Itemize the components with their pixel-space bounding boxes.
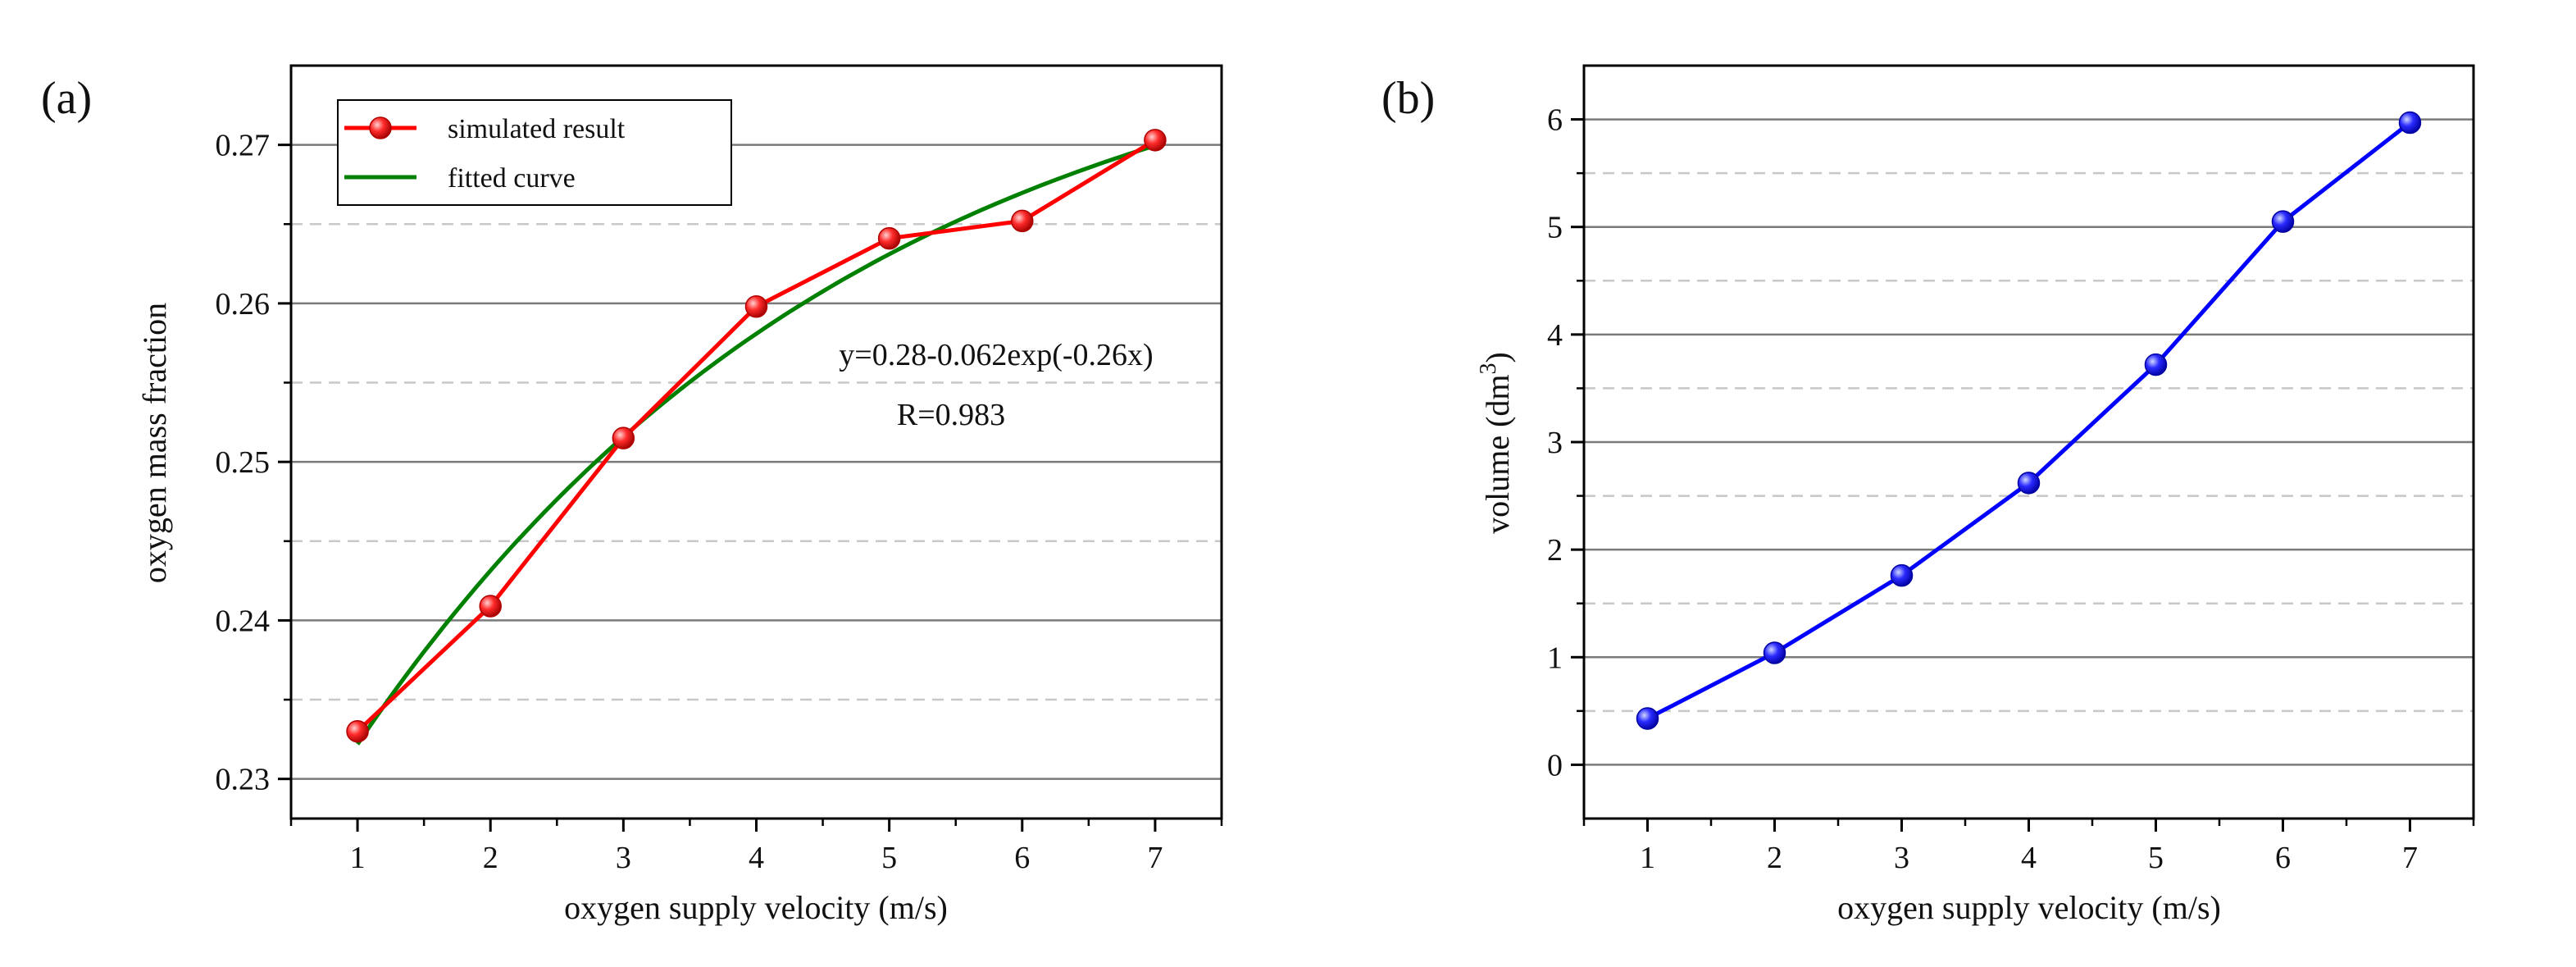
x-tick-label: 3 [1894,841,1909,875]
y-tick-label: 0.27 [216,129,271,163]
y-tick-label: 0.24 [216,604,271,638]
panel-a-x-axis-label: oxygen supply velocity (m/s) [564,889,948,926]
x-tick-label: 3 [616,841,631,875]
y-tick-label: 0.23 [216,763,271,797]
fitted-curve-line [356,144,1156,746]
panel-b-y-axis-label-suffix: ) [1479,352,1516,363]
data-point-marker [1011,209,1034,233]
panel-b-x-axis-label: oxygen supply velocity (m/s) [1837,889,2221,926]
y-tick-label: 5 [1547,211,1563,245]
x-tick-label: 5 [881,841,897,875]
data-point-marker [2271,210,2295,233]
legend-box [337,99,732,206]
panel-b-plot [1636,111,2422,730]
data-point-marker [346,719,369,743]
panel-a-plot [346,129,1167,746]
panel-b-x-ticks: 1 2 3 4 5 6 7 [1582,819,2475,875]
x-tick-label: 6 [1014,841,1030,875]
y-tick-label: 2 [1547,533,1563,568]
y-tick-label: 1 [1547,641,1563,675]
data-point-marker [612,426,635,449]
panel-b-y-axis-label-superscript: 3 [1476,363,1501,374]
legend-label-simulated: simulated result [448,114,626,144]
y-tick-label: 4 [1547,318,1563,353]
x-tick-label: 1 [350,841,366,875]
x-tick-label: 7 [2402,841,2418,875]
panel-a-y-axis-label: oxygen mass fraction [136,303,173,583]
data-point-marker [1890,563,1914,587]
fit-equation-annotation: y=0.28-0.062exp(-0.26x) [839,338,1153,372]
y-tick-label: 3 [1547,426,1563,460]
data-point-marker [2398,111,2422,135]
panel-a-y-ticks: 0.23 0.24 0.25 0.26 0.27 [216,129,291,797]
data-point-marker [2144,353,2168,376]
x-tick-label: 4 [749,841,764,875]
data-point-marker [877,226,901,250]
panel-a-legend: simulated result fitted curve [337,99,732,206]
legend-marker-simulated [369,116,392,139]
legend-label-fitted: fitted curve [448,163,576,194]
panel-b-y-ticks: 0 1 2 3 4 5 6 [1547,103,1584,782]
data-point-marker [479,595,502,618]
data-point-marker [1763,641,1786,664]
y-tick-label: 0.25 [216,445,271,480]
fit-r-annotation: R=0.983 [897,398,1005,432]
panel-b-y-axis-label: volume (dm3) [1476,352,1516,534]
data-point-marker [1636,707,1659,730]
y-tick-label: 0 [1547,748,1563,782]
x-tick-label: 2 [483,841,498,875]
x-tick-label: 2 [1767,841,1782,875]
data-point-marker [2017,472,2041,495]
data-point-marker [1144,129,1167,152]
panel-b-grid [1584,118,2474,766]
y-tick-label: 6 [1547,103,1563,138]
x-tick-label: 5 [2148,841,2164,875]
panel-a: (a) 1 2 3 4 5 6 7 0.23 0.24 0.25 0.26 0.27 oxygen … [41,64,1223,926]
panel-a-x-ticks: 1 2 3 4 5 6 7 [289,819,1223,875]
panel-a-label: (a) [41,73,92,124]
panel-b-label: (b) [1381,73,1435,124]
x-tick-label: 4 [2021,841,2037,875]
data-point-marker [744,295,768,318]
y-tick-label: 0.26 [216,287,271,322]
x-tick-label: 1 [1640,841,1655,875]
x-tick-label: 7 [1147,841,1163,875]
x-tick-label: 6 [2275,841,2291,875]
panel-b: (b) 1 2 3 4 5 6 7 0 1 2 3 4 5 6 oxygen supply veloci… [1381,64,2475,926]
panel-b-y-axis-label-main: volume (dm [1479,374,1516,533]
